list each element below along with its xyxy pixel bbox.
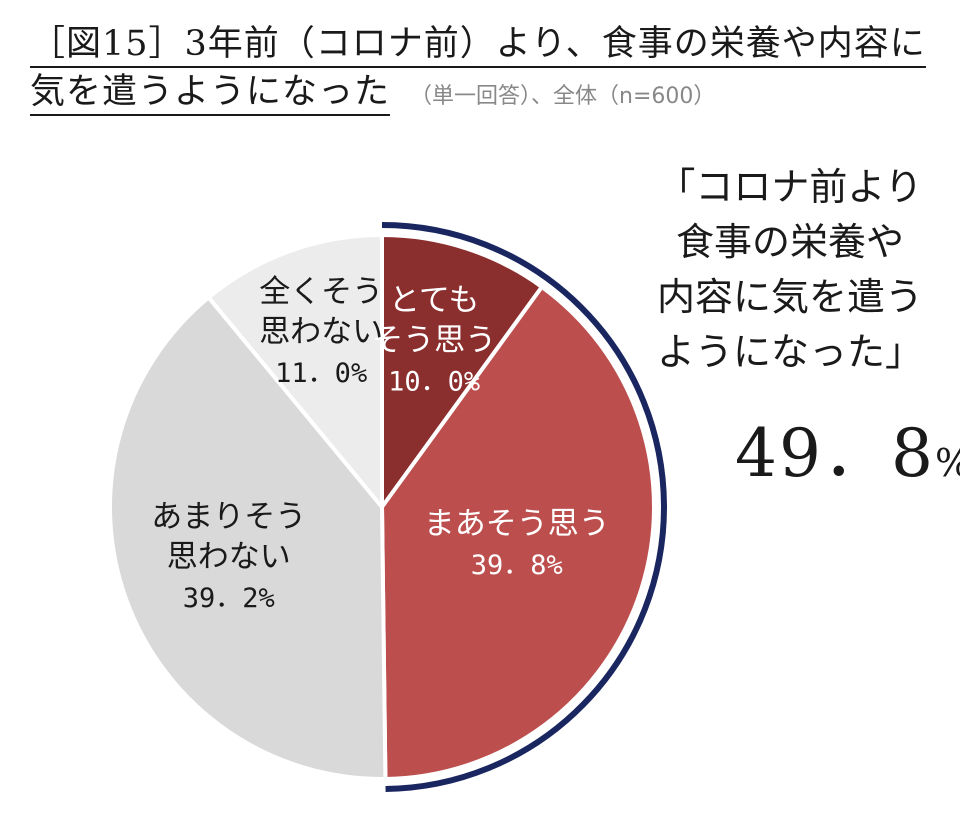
pie-slice-1 bbox=[380, 284, 656, 781]
pie-slice-3 bbox=[206, 233, 384, 509]
slice-value-label-0: 10．0% bbox=[388, 367, 480, 398]
highlight-arc bbox=[381, 222, 668, 792]
callout-line-3: 内容に気を遣う bbox=[656, 275, 923, 319]
chart-title-line-2: 気を遣うようになった bbox=[30, 70, 391, 116]
slice-label-1-0: まあそう思う bbox=[424, 506, 610, 542]
slice-value-label-1: 39．8% bbox=[471, 550, 563, 581]
slice-label-3-1: 思わない bbox=[259, 314, 383, 350]
callout-number: 49．8 bbox=[735, 415, 935, 492]
pie-slice-0 bbox=[380, 233, 544, 509]
slice-label-3-0: 全くそう bbox=[259, 274, 383, 310]
slice-label-0-1: そう思う bbox=[372, 323, 496, 359]
slice-value-label-3: 11．0% bbox=[275, 358, 367, 389]
callout-text: 「コロナ前より 食事の栄養や 内容に気を遣う ようになった」 bbox=[640, 160, 940, 380]
chart-title-line-1: ［図15］3年前（コロナ前）より、食事の栄養や内容に bbox=[30, 22, 926, 68]
slice-label-2-0: あまりそう bbox=[151, 499, 306, 535]
callout-line-2: 食事の栄養や bbox=[675, 220, 904, 264]
callout-line-1: 「コロナ前より bbox=[657, 165, 923, 209]
pie-slice-2 bbox=[108, 295, 388, 781]
chart-subtitle: （単一回答）、全体（n=600） bbox=[410, 84, 716, 109]
slice-value-label-2: 39．2% bbox=[183, 583, 275, 614]
slice-label-2-1: 思わない bbox=[167, 539, 291, 575]
slice-label-0-0: とても bbox=[389, 283, 480, 319]
callout-value: 49．8% bbox=[735, 400, 960, 496]
callout-unit: % bbox=[935, 441, 960, 485]
callout-line-4: ようになった」 bbox=[656, 330, 923, 374]
